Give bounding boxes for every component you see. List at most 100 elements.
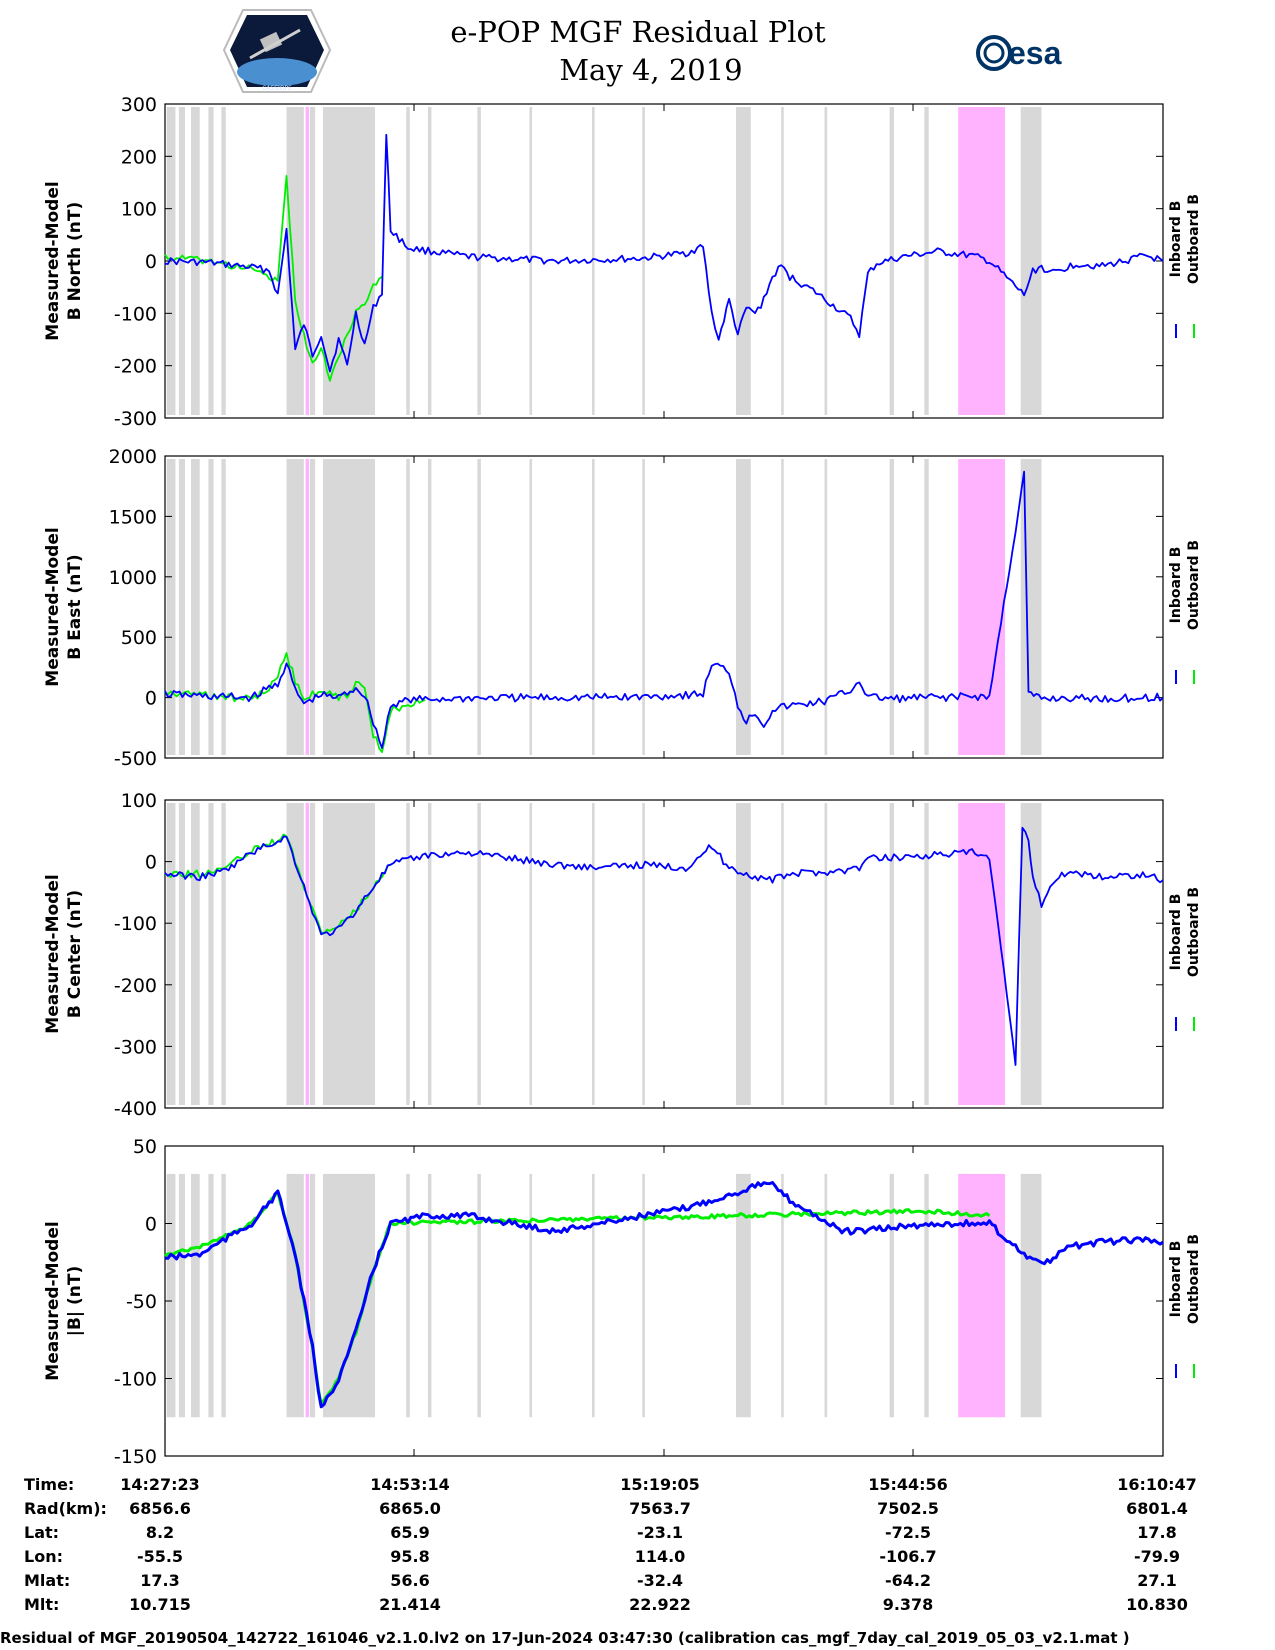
- legend-inboard-label: Inboard B: [1168, 201, 1184, 278]
- table-cell: -32.4: [637, 1571, 683, 1590]
- legend-labels: Inboard B Outboard B: [1168, 1234, 1202, 1324]
- table-cell: 95.8: [390, 1547, 429, 1566]
- y-axis-label-line: B North (nT): [65, 202, 85, 321]
- data-gap-band: [529, 459, 533, 755]
- title-line-2: May 4, 2019: [559, 53, 742, 87]
- panel-4: 50 0 -50 -100 -150 Measured-Model |B| (nT) Inbo…: [43, 1136, 1202, 1468]
- data-gap-band: [889, 107, 894, 415]
- data-gap-band: [208, 459, 214, 755]
- footer-caption: Residual of MGF_20190504_142722_161046_v…: [0, 1629, 1130, 1647]
- data-gap-band: [529, 803, 533, 1105]
- data-gap-band: [924, 803, 929, 1105]
- data-gap-band: [322, 459, 376, 755]
- data-gap-band: [781, 803, 784, 1105]
- data-gap-band: [309, 107, 316, 415]
- y-tick-label: 300: [121, 94, 157, 116]
- data-gap-band: [781, 459, 784, 755]
- data-gap-band: [309, 803, 316, 1105]
- data-gap-band: [781, 107, 784, 415]
- data-gap-band: [191, 803, 200, 1105]
- data-gap-band: [406, 107, 410, 415]
- legend-labels: Inboard B Outboard B: [1168, 540, 1202, 630]
- table-cell: -64.2: [885, 1571, 931, 1590]
- y-tick-label: 1500: [109, 506, 157, 528]
- calibration-gap-band: [305, 459, 310, 755]
- y-tick-label: 100: [121, 199, 157, 221]
- data-gap-band: [642, 107, 645, 415]
- data-gap-band: [529, 1173, 533, 1418]
- legend-outboard-label: Outboard B: [1186, 887, 1202, 977]
- data-gap-band: [221, 459, 226, 755]
- data-gap-band: [736, 459, 751, 755]
- cassiope-logo-text: CASSIOPE: [262, 85, 292, 92]
- data-gap-band: [477, 1173, 481, 1418]
- table-cell: 15:19:05: [620, 1475, 700, 1494]
- y-axis-label-line: Measured-Model: [43, 181, 63, 340]
- y-axis-label-line: |B| (nT): [65, 1266, 85, 1337]
- data-gap-band: [736, 1173, 751, 1418]
- y-tick-label: -200: [114, 356, 157, 378]
- table-cell: -106.7: [879, 1547, 936, 1566]
- data-gap-band: [781, 1173, 784, 1418]
- data-gap-band: [1020, 459, 1042, 755]
- legend-outboard-label: Outboard B: [1186, 540, 1202, 630]
- esa-logo-text: esa: [1008, 35, 1062, 71]
- data-gap-band: [406, 803, 410, 1105]
- inboard-series-line: [164, 470, 1164, 749]
- calibration-gap-band: [958, 107, 1006, 415]
- data-gap-band: [1020, 107, 1042, 415]
- table-cell: 8.2: [146, 1523, 174, 1542]
- y-axis-label-line: B East (nT): [65, 554, 85, 659]
- calibration-gap-band: [305, 107, 310, 415]
- data-gap-band: [642, 803, 645, 1105]
- table-row-label: Mlat:: [24, 1571, 70, 1590]
- table-cell: 9.378: [883, 1595, 934, 1614]
- y-tick-label: 0: [145, 1214, 157, 1236]
- table-row-label: Time:: [24, 1475, 74, 1494]
- esa-logo: esa: [976, 35, 1062, 71]
- calibration-gap-band: [958, 1173, 1006, 1418]
- legend-outboard-label: Outboard B: [1186, 194, 1202, 284]
- legend-inboard-label: Inboard B: [1168, 547, 1184, 624]
- table-row-label: Mlt:: [24, 1595, 59, 1614]
- table-cell: 17.3: [140, 1571, 179, 1590]
- legend-labels: Inboard B Outboard B: [1168, 194, 1202, 284]
- panel-3: 100 0 -100 -200 -300 -400 Measured-Model B Cent…: [43, 790, 1202, 1120]
- y-tick-label: 100: [121, 790, 157, 812]
- data-gap-band: [736, 803, 751, 1105]
- data-gap-band: [824, 107, 828, 415]
- data-gap-band: [889, 1173, 894, 1418]
- data-gap-band: [286, 1173, 304, 1418]
- data-gap-band: [166, 459, 176, 755]
- data-gap-band: [427, 107, 432, 415]
- inboard-series-line: [164, 826, 1164, 1066]
- table-cell: 14:27:23: [120, 1475, 200, 1494]
- data-gap-band: [642, 459, 645, 755]
- data-gap-band: [591, 107, 595, 415]
- table-cell: 7502.5: [877, 1499, 939, 1518]
- y-tick-label: -100: [114, 303, 157, 325]
- table-cell: -55.5: [137, 1547, 183, 1566]
- time-position-table: Time: Rad(km): Lat: Lon: Mlat: Mlt: 14:27:23 68…: [24, 1475, 1197, 1614]
- legend-inboard-label: Inboard B: [1168, 894, 1184, 971]
- y-tick-label: -100: [114, 1369, 157, 1391]
- data-gap-band: [178, 1173, 185, 1418]
- data-gap-band: [286, 459, 304, 755]
- data-gap-band: [322, 803, 376, 1105]
- panel-1: 300 200 100 0 -100 -200 -300 Measured-Model B No…: [43, 94, 1202, 430]
- cassiope-logo: CASSIOPE: [222, 9, 332, 93]
- y-tick-label: -500: [114, 748, 157, 770]
- data-gap-band: [642, 1173, 645, 1418]
- table-cell: 21.414: [379, 1595, 441, 1614]
- data-gap-band: [191, 459, 200, 755]
- data-gap-band: [406, 459, 410, 755]
- table-cell: 10.830: [1126, 1595, 1188, 1614]
- calibration-gap-band: [305, 803, 310, 1105]
- y-tick-label: -300: [114, 1036, 157, 1058]
- table-cell: 6801.4: [1126, 1499, 1188, 1518]
- y-tick-label: 2000: [109, 446, 157, 468]
- table-cell: 16:10:47: [1117, 1475, 1197, 1494]
- data-gap-band: [309, 459, 316, 755]
- table-cell: 17.8: [1137, 1523, 1176, 1542]
